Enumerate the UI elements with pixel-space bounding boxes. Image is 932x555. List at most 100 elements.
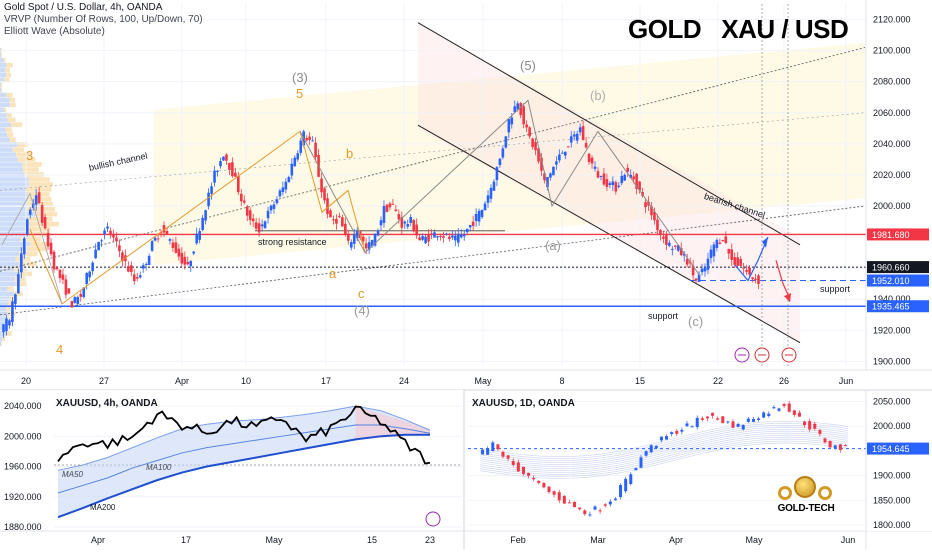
candle-body <box>483 203 487 211</box>
volume-bar-up <box>0 142 18 147</box>
candle-body <box>290 163 294 176</box>
sub-chart-left-title[interactable]: XAUUSD, 4h, OANDA <box>56 398 158 409</box>
candle-body <box>100 240 103 242</box>
candle-body <box>583 510 587 515</box>
candle-body <box>73 297 77 303</box>
candle-body <box>314 142 317 158</box>
candle-body <box>2 324 5 333</box>
volume-bar-up <box>0 311 8 316</box>
candle-body <box>540 157 543 171</box>
candle-body <box>257 223 261 233</box>
sub-chart-right-title[interactable]: XAUUSD, 1D, OANDA <box>472 398 575 409</box>
candle-body <box>242 200 246 203</box>
candle-body <box>679 248 683 256</box>
volume-bar-up <box>0 281 16 287</box>
candle-body <box>418 237 421 241</box>
price-axis-tick: 2120.000 <box>873 15 911 25</box>
candle-body <box>195 233 199 244</box>
candle-body <box>445 233 448 235</box>
candle-body <box>456 233 460 243</box>
time-axis-tick: 20 <box>21 376 31 386</box>
price-label-text: 1981.680 <box>872 230 910 240</box>
candle-body <box>189 260 193 267</box>
volume-bar-up <box>0 182 29 187</box>
candle-body <box>608 501 612 505</box>
price-axis-tick: 2020.000 <box>873 170 911 180</box>
logo-ring-left <box>778 486 792 500</box>
volume-bar-up <box>0 271 21 277</box>
candle-body <box>562 495 566 504</box>
volume-bar-down <box>2 336 6 341</box>
candle-body <box>14 294 17 304</box>
volume-bar-down <box>12 147 25 152</box>
volume-bar-up <box>0 132 7 137</box>
candle-body <box>561 152 564 154</box>
volume-bar-down <box>26 246 48 252</box>
candle-body <box>680 429 684 432</box>
wave-b-label: (b) <box>590 88 606 103</box>
candle-body <box>228 162 231 170</box>
candle-body <box>439 235 442 237</box>
candle-body <box>49 242 53 255</box>
candle-body <box>705 416 709 419</box>
candle-body <box>697 274 701 282</box>
candle-body <box>608 183 612 185</box>
candle-body <box>578 507 582 510</box>
candle-body <box>400 217 404 228</box>
symbol-title[interactable]: Gold Spot / U.S. Dollar, 4h, OANDA <box>4 2 163 13</box>
candle-body <box>186 261 190 265</box>
indicator-vrvp[interactable]: VRVP (Number Of Rows, 100, Up/Down, 70) <box>4 14 203 25</box>
candle-body <box>757 418 761 420</box>
candle-body <box>52 251 56 270</box>
volume-bar-down <box>20 236 41 242</box>
volume-bar-down <box>17 157 36 162</box>
volume-bar-down <box>5 67 11 73</box>
ma-fan-line <box>479 430 849 467</box>
candle-body <box>757 275 760 285</box>
candle-body <box>144 263 148 265</box>
time-axis-tick: 22 <box>713 376 723 386</box>
candle-body <box>207 192 210 207</box>
candle-body <box>373 233 377 246</box>
volume-bar-down <box>15 256 31 262</box>
price-axis-tick: 1900.000 <box>873 356 911 366</box>
candle-body <box>527 472 531 476</box>
candle-body <box>165 231 169 235</box>
candle-body <box>355 231 359 239</box>
candle-body <box>721 416 725 424</box>
candle-body <box>64 279 68 295</box>
candle-body <box>534 142 537 151</box>
volume-bar-up <box>0 62 7 68</box>
volume-bar-down <box>15 152 31 157</box>
volume-bar-up <box>0 77 5 83</box>
candle-body <box>491 442 495 452</box>
candle-body <box>210 186 213 194</box>
candle-body <box>127 266 130 272</box>
indicator-elliott[interactable]: Elliott Wave (Absolute) <box>4 26 105 37</box>
volume-bar-down <box>6 112 12 118</box>
candle-body <box>748 267 751 275</box>
volume-bar-down <box>27 221 59 227</box>
candle-body <box>721 240 725 242</box>
subwave-b-label: b <box>346 146 354 161</box>
candle-body <box>682 253 686 256</box>
candle-body <box>20 253 23 273</box>
candle-body <box>225 154 228 161</box>
sub-chart-left: 1880.000 1920.000 1960.000 2000.000 2040.000… <box>0 390 464 545</box>
candle-body <box>424 236 427 244</box>
projection-down-path <box>775 260 791 300</box>
candle-body <box>67 288 71 294</box>
candle-body <box>558 154 561 161</box>
volume-bar-down <box>5 127 13 133</box>
time-axis-tick: Apr <box>175 376 189 386</box>
volume-bar-up <box>0 92 7 98</box>
wave-a-label: (a) <box>545 238 561 253</box>
ma-fan-line <box>479 426 849 463</box>
candle-body <box>575 133 579 141</box>
ma200-label: MA200 <box>90 503 116 512</box>
candle-body <box>347 233 350 241</box>
candle-body <box>311 140 314 142</box>
candle-body <box>364 243 368 249</box>
